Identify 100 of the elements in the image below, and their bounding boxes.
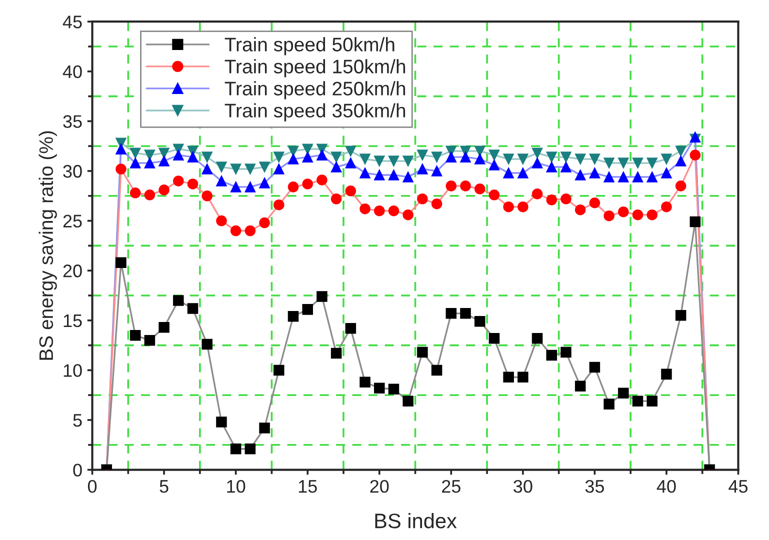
point [632,209,644,220]
y-tick-label: 25 [63,214,82,228]
point [244,444,256,454]
point [402,209,414,220]
point [259,217,270,228]
y-tick-label: 40 [62,65,82,78]
point [230,225,242,236]
point [661,168,672,178]
point [302,304,313,315]
legend-label: Train speed 50km/h [224,37,394,56]
point [345,322,356,334]
point [618,158,629,168]
point [345,146,356,156]
point [288,154,299,164]
point [144,334,156,346]
point [488,160,500,170]
point [116,144,126,154]
point [202,190,212,202]
point [360,168,370,178]
point [503,201,514,212]
legend-label: Train speed 150km/h [224,59,406,78]
point [274,199,284,210]
point [589,362,600,373]
point [417,150,428,160]
point [302,178,313,190]
point [589,168,600,178]
point [604,210,614,222]
point [661,154,672,164]
point [144,190,156,200]
point [244,182,256,192]
point [661,368,672,380]
point [574,380,586,392]
point [144,150,156,160]
point [274,152,284,162]
point [661,201,672,212]
x-tick-label: 10 [227,480,246,493]
point [560,152,572,162]
point [173,295,184,306]
point [158,322,170,333]
point [417,194,428,204]
x-tick-label: 5 [160,480,168,493]
point [259,162,270,172]
point [546,152,558,162]
point [632,172,644,182]
point [431,166,442,176]
y-tick-label: 30 [63,164,82,178]
point [618,388,629,398]
point [244,164,256,174]
x-axis-title: BS index [375,513,457,528]
x-tick-label: 20 [370,480,389,493]
point [402,396,414,406]
point [402,156,414,166]
x-tick-label: 45 [728,480,748,493]
point [589,197,600,208]
y-tick-label: 15 [64,314,82,328]
point [187,303,198,314]
point [604,158,614,168]
point [532,158,543,168]
point [345,186,356,196]
legend-label: Train speed 250km/h [224,81,406,100]
point [560,162,572,172]
point [388,170,400,180]
point [374,205,385,216]
point [116,257,126,268]
point [216,162,227,172]
point [374,156,385,166]
point [360,376,370,388]
point [187,178,198,190]
point [532,148,543,158]
point [460,152,471,162]
point [488,190,500,200]
point [216,416,227,428]
y-tick-label: 35 [63,115,82,128]
point [130,148,141,158]
point [546,194,558,206]
point [646,172,658,182]
point [374,170,385,180]
y-tick-label: 0 [73,464,82,477]
point [646,158,658,168]
point [330,152,342,162]
point [474,316,486,327]
point [431,152,442,162]
point [216,215,227,226]
legend-label: Train speed 350km/h [224,103,406,122]
point [518,372,528,383]
point [388,205,400,216]
point [288,146,299,156]
y-tick-label: 45 [62,16,82,28]
point [560,346,572,358]
point [173,150,184,160]
point [460,180,471,192]
point [646,209,658,220]
point [503,372,514,383]
point [345,158,356,168]
point [675,156,686,166]
point [532,188,543,200]
point [460,308,471,319]
point [503,154,514,164]
point [244,225,256,236]
point [144,158,156,168]
